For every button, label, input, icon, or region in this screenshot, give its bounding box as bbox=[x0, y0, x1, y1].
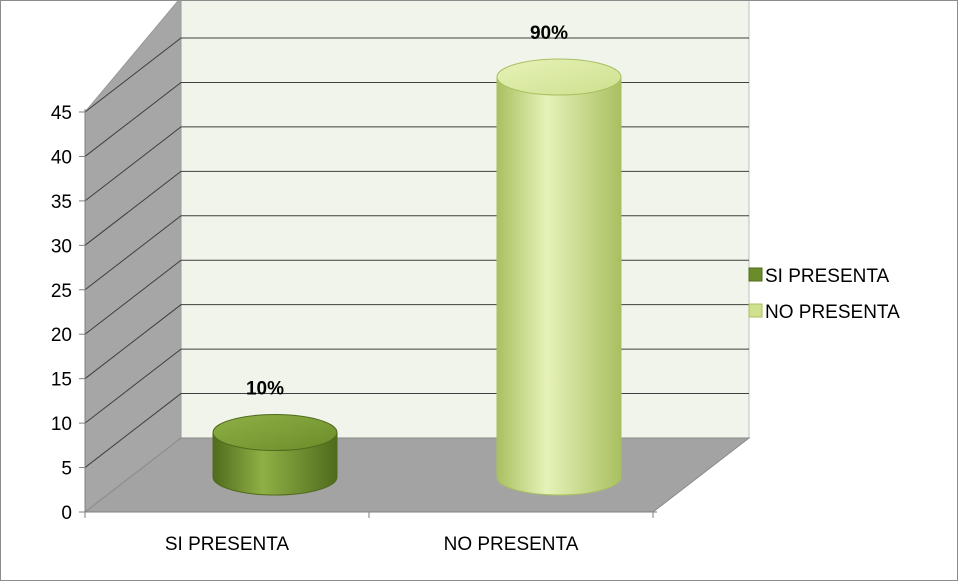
bar-top bbox=[496, 58, 622, 96]
y-tick-label: 5 bbox=[61, 459, 72, 480]
legend-label: NO PRESENTA bbox=[765, 302, 900, 323]
bar-si-presenta bbox=[212, 414, 338, 496]
y-tick-label: 0 bbox=[61, 503, 72, 524]
y-tick-label: 45 bbox=[51, 103, 72, 124]
y-tick-label: 25 bbox=[51, 281, 72, 302]
axes bbox=[84, 109, 657, 518]
legend-swatch bbox=[748, 303, 763, 318]
data-label: 10% bbox=[246, 379, 284, 400]
chart-walls bbox=[83, 1, 751, 514]
legend-label: SI PRESENTA bbox=[765, 266, 890, 287]
gridlines bbox=[84, 37, 749, 468]
y-tick-label: 10 bbox=[51, 414, 72, 435]
side-wall bbox=[84, 1, 182, 514]
data-labels: 10% 90% bbox=[246, 23, 568, 400]
y-axis-ticks: 0 5 10 15 20 25 30 35 40 45 bbox=[51, 103, 85, 524]
legend-swatch bbox=[748, 267, 763, 282]
floor bbox=[83, 437, 751, 513]
y-tick-label: 20 bbox=[51, 325, 72, 346]
y-tick-label: 15 bbox=[51, 370, 72, 391]
bar-no-presenta bbox=[496, 58, 622, 496]
bars bbox=[212, 58, 622, 496]
y-tick-label: 30 bbox=[51, 236, 72, 257]
x-axis-labels: SI PRESENTA NO PRESENTA bbox=[165, 534, 579, 555]
y-tick-label: 40 bbox=[51, 147, 72, 168]
bar-body bbox=[496, 76, 622, 496]
y-tick-label: 35 bbox=[51, 192, 72, 213]
back-wall bbox=[180, 1, 750, 439]
x-tick-label: SI PRESENTA bbox=[165, 534, 290, 555]
x-tick-label: NO PRESENTA bbox=[444, 534, 579, 555]
data-label: 90% bbox=[530, 23, 568, 44]
legend: SI PRESENTA NO PRESENTA bbox=[748, 266, 900, 323]
bar-top bbox=[212, 414, 338, 452]
gridline bbox=[84, 37, 749, 113]
